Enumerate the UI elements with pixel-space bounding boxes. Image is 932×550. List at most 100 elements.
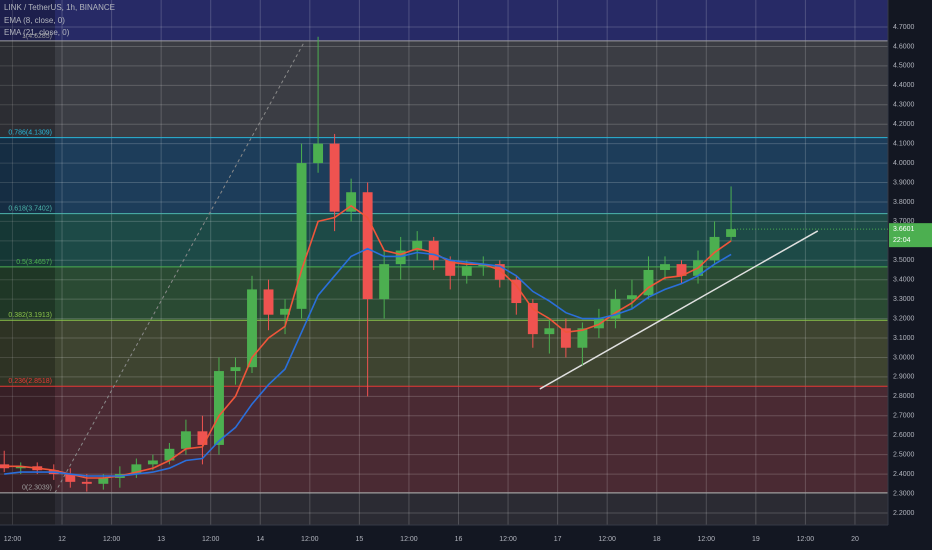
- x-tick-label: 12:00: [4, 536, 22, 543]
- ema-line: [4, 247, 732, 477]
- candle-body: [709, 236, 720, 261]
- candle-body: [461, 266, 472, 276]
- x-tick-label: 12:00: [499, 536, 517, 543]
- fib-label: 0.618(3.7402): [8, 205, 52, 212]
- candle-body: [494, 264, 505, 280]
- y-tick-label: 2.6000: [893, 432, 915, 439]
- y-tick-label: 3.9000: [893, 179, 915, 186]
- fib-band: [0, 320, 888, 387]
- last-price-label: 3.6601: [893, 226, 915, 233]
- plot: [0, 36, 819, 493]
- y-tick-label: 4.1000: [893, 140, 915, 147]
- y-tick-label: 3.5000: [893, 257, 915, 264]
- candle-body: [610, 299, 621, 319]
- candle-body: [263, 289, 274, 315]
- candle-body: [147, 460, 158, 465]
- candle-body: [81, 481, 92, 484]
- x-tick-label: 15: [355, 536, 363, 543]
- price-axis: [888, 0, 932, 550]
- y-tick-label: 2.8000: [893, 393, 915, 400]
- fib-label: 0(2.3039): [22, 485, 52, 492]
- y-tick-label: 3.2000: [893, 315, 915, 322]
- candle-body: [445, 260, 456, 276]
- fib-label: 0.5(3.4657): [16, 259, 52, 266]
- legend-entry: EMA (21, close, 0): [4, 28, 70, 37]
- candle-body: [676, 264, 687, 276]
- grid: [0, 0, 888, 525]
- fib-label: 1(4.6285): [22, 33, 52, 40]
- y-tick-label: 4.0000: [893, 160, 915, 167]
- candle-body: [346, 192, 357, 212]
- y-tick-label: 2.9000: [893, 374, 915, 381]
- x-tick-label: 12:00: [202, 536, 220, 543]
- y-tick-label: 3.1000: [893, 335, 915, 342]
- x-tick-label: 18: [653, 536, 661, 543]
- candle-body: [98, 477, 109, 484]
- fib-label: 0.786(4.1309): [8, 129, 52, 136]
- candle-body: [527, 303, 538, 335]
- y-tick-label: 4.6000: [893, 43, 915, 50]
- y-tick-label: 2.5000: [893, 451, 915, 458]
- y-tick-label: 4.2000: [893, 121, 915, 128]
- candle-body: [164, 448, 175, 461]
- y-tick-label: 3.8000: [893, 199, 915, 206]
- x-tick-label: 17: [554, 536, 562, 543]
- x-tick-label: 12:00: [400, 536, 418, 543]
- x-tick-label: 12:00: [698, 536, 716, 543]
- x-tick-label: 12:00: [797, 536, 815, 543]
- y-tick-label: 3.7000: [893, 218, 915, 225]
- x-tick-label: 14: [256, 536, 264, 543]
- y-tick-label: 4.4000: [893, 82, 915, 89]
- candle-body: [280, 308, 290, 315]
- y-tick-label: 3.0000: [893, 354, 915, 361]
- fib-band: [0, 137, 888, 214]
- candle-body: [197, 431, 208, 445]
- candle-body: [247, 289, 257, 368]
- candle-body: [395, 250, 406, 265]
- candle-body: [660, 264, 670, 270]
- axes: 2.2000 2.3000 2.4000 2.5000 2.6000 2.7000 2.80…: [4, 24, 932, 543]
- x-tick-label: 12:00: [103, 536, 121, 543]
- drawn-line: [539, 230, 819, 390]
- candle-body: [15, 466, 26, 469]
- y-tick-label: 2.4000: [893, 471, 915, 478]
- fib-bands: [0, 0, 888, 525]
- candle-body: [511, 279, 522, 304]
- candle-body: [626, 295, 637, 300]
- fib-label: 0.236(2.8518): [8, 378, 52, 385]
- candle-body: [428, 240, 439, 261]
- x-tick-label: 12:00: [301, 536, 319, 543]
- chart-title: LINK / TetherUS, 1h, BINANCE: [4, 3, 115, 12]
- fib-label: 0.382(3.1913): [8, 312, 52, 319]
- candle-body: [180, 431, 191, 449]
- x-tick-label: 20: [851, 536, 859, 543]
- candle-body: [560, 328, 571, 348]
- candle-body: [131, 464, 142, 475]
- candle-body: [313, 143, 324, 164]
- y-tick-label: 3.3000: [893, 296, 915, 303]
- y-tick-label: 4.5000: [893, 63, 915, 70]
- fib-band: [0, 386, 888, 493]
- y-tick-label: 3.4000: [893, 277, 915, 284]
- x-tick-label: 16: [455, 536, 463, 543]
- drawn-line: [54, 40, 306, 493]
- fib-levels: 1(4.6285) 0.786(4.1309) 0.618(3.7402) 0.5(3…: [0, 33, 888, 494]
- legend-entry: EMA (8, close, 0): [4, 16, 65, 25]
- fib-band: [0, 492, 888, 525]
- x-tick-label: 12: [58, 536, 66, 543]
- y-tick-label: 2.3000: [893, 490, 915, 497]
- fib-band: [0, 0, 888, 41]
- x-tick-label: 12:00: [598, 536, 616, 543]
- candle-body: [214, 371, 224, 445]
- y-tick-label: 4.7000: [893, 24, 915, 31]
- candle-body: [296, 163, 307, 309]
- pre-range-shade: [0, 0, 55, 525]
- x-tick-label: 13: [157, 536, 165, 543]
- candle-body: [726, 229, 737, 237]
- fib-band: [0, 40, 888, 138]
- x-tick-label: 19: [752, 536, 760, 543]
- last-price-box: [889, 223, 932, 248]
- fib-band: [0, 266, 888, 321]
- time-axis: [0, 525, 932, 550]
